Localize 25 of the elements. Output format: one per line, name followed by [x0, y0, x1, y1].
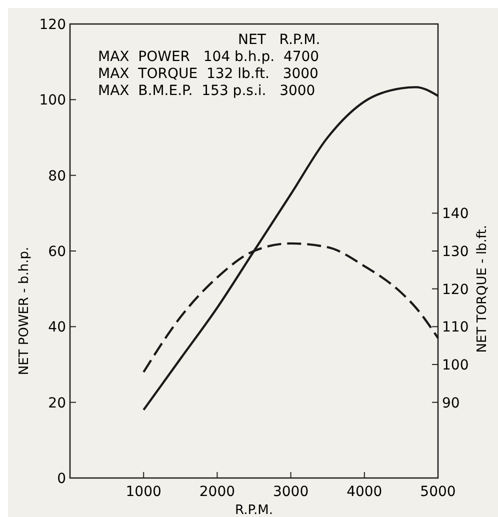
annotation: MAX B.M.E.P. 153 p.s.i. 3000 [98, 83, 316, 99]
y-tick-label: 0 [57, 471, 66, 487]
y-tick-label: 60 [48, 244, 66, 260]
annotation: NET R.P.M. [238, 32, 320, 48]
annotation: MAX POWER 104 b.h.p. 4700 [98, 49, 320, 65]
y2-tick-label: 90 [442, 395, 460, 412]
x-tick-label: 2000 [199, 484, 236, 500]
y-tick-label: 120 [39, 17, 66, 33]
y-tick-label: 40 [48, 320, 66, 336]
y2-tick-label: 120 [442, 282, 469, 298]
y2-tick-label: 110 [442, 320, 469, 336]
annotation: MAX TORQUE 132 lb.ft. 3000 [98, 66, 318, 82]
x-axis-title: R.P.M. [235, 503, 273, 517]
x-tick-label: 3000 [272, 484, 309, 500]
y-tick-label: 20 [48, 395, 66, 412]
y2-tick-label: 100 [442, 358, 469, 374]
y-tick-label: 100 [39, 92, 66, 109]
x-tick-label: 1000 [126, 484, 162, 500]
y2-tick-label: 130 [442, 244, 469, 260]
y2-tick-label: 140 [442, 206, 469, 222]
y-tick-label: 80 [48, 168, 66, 184]
y-axis-title: NET POWER - b.h.p. [17, 246, 32, 376]
x-tick-label: 4000 [346, 484, 382, 500]
x-tick-label: 5000 [420, 484, 456, 500]
y2-axis-title: NET TORQUE - lb.ft. [475, 224, 490, 353]
